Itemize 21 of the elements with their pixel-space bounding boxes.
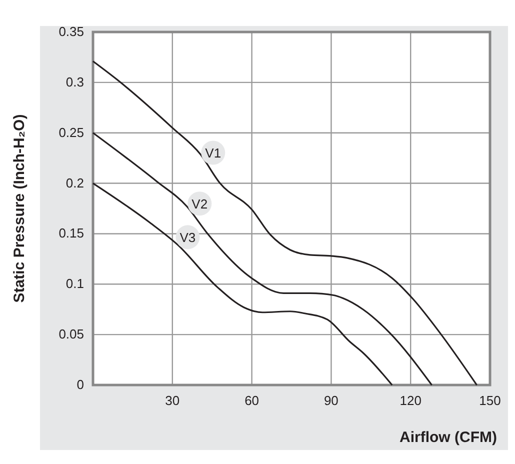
- x-tick-label: 150: [479, 393, 501, 408]
- y-tick-label: 0.25: [58, 124, 84, 140]
- y-tick-label: 0.1: [66, 276, 84, 292]
- y-tick-label: 0: [76, 377, 84, 392]
- y-tick-label: 0.2: [66, 175, 84, 190]
- line-series: [92, 182, 393, 386]
- y-axis-title: Static Pressure (Inch-H₂O): [11, 114, 28, 303]
- y-tick-label: 0.15: [58, 226, 84, 241]
- x-tick-label: 30: [165, 393, 180, 408]
- series-label: V1: [205, 146, 222, 161]
- x-tick-label: 60: [244, 393, 260, 408]
- series-label: V3: [180, 230, 196, 246]
- series-label: V2: [192, 196, 208, 212]
- line-series: [92, 132, 433, 386]
- x-axis-title: Airflow (CFM): [400, 429, 497, 446]
- y-tick-label: 0.3: [66, 74, 84, 90]
- x-tick-label: 90: [324, 393, 338, 408]
- y-tick-label: 0.05: [58, 326, 84, 342]
- y-tick-label: 0.35: [58, 24, 84, 39]
- line-series: [92, 60, 478, 386]
- x-tick-label: 120: [400, 393, 422, 408]
